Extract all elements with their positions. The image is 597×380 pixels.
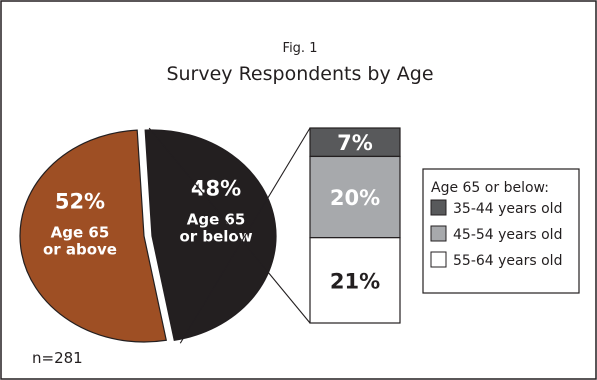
breakdown-segment-2: 20% — [309, 155, 401, 239]
breakdown-segment-bar — [309, 237, 401, 324]
pie-slice-label: Age 65 — [51, 223, 110, 241]
breakdown-segment-bar — [309, 127, 401, 158]
connector-line-bottom — [148, 127, 311, 324]
pie-slice-shape — [19, 129, 168, 343]
legend-title: Age 65 or below: — [431, 180, 549, 196]
breakdown-segment-percent: 20% — [330, 186, 380, 210]
breakdown-segment-3: 21% — [309, 237, 401, 324]
breakdown-segment-percent: 21% — [330, 269, 380, 293]
legend-entry: 55-64 years old — [430, 251, 562, 269]
legend-entry: 35-44 years old — [430, 199, 562, 217]
legend-label: 45-54 years old — [453, 227, 562, 243]
legend-swatch — [430, 225, 447, 242]
legend-box — [422, 168, 580, 294]
figure-label: Fig. 1 — [283, 41, 318, 56]
chart-title: Survey Respondents by Age — [166, 63, 433, 85]
legend-label: 55-64 years old — [453, 253, 562, 269]
pie-slice-label: or below — [179, 228, 252, 246]
legend-swatch — [430, 251, 447, 268]
pie-slice-shape — [144, 129, 277, 341]
sample-size-note: n=281 — [32, 349, 83, 367]
breakdown-segment-percent: 7% — [337, 131, 373, 155]
legend-label: 35-44 years old — [453, 201, 562, 217]
connector-line-top — [179, 127, 311, 344]
pie-slice-label: or above — [43, 240, 117, 258]
legend-swatch — [430, 199, 447, 216]
pie-slice-label: Age 65 — [187, 211, 246, 229]
breakdown-segment-bar — [309, 155, 401, 239]
breakdown-connectors — [148, 127, 311, 344]
breakdown-segment-1: 7% — [309, 127, 401, 158]
legend-entry: 45-54 years old — [430, 225, 562, 243]
legend: Age 65 or below: 35-44 years old 45-54 ye… — [422, 168, 580, 294]
breakdown-stack: 7% 20% 21% — [309, 127, 401, 324]
pie-slice-percent: 52% — [55, 189, 105, 213]
